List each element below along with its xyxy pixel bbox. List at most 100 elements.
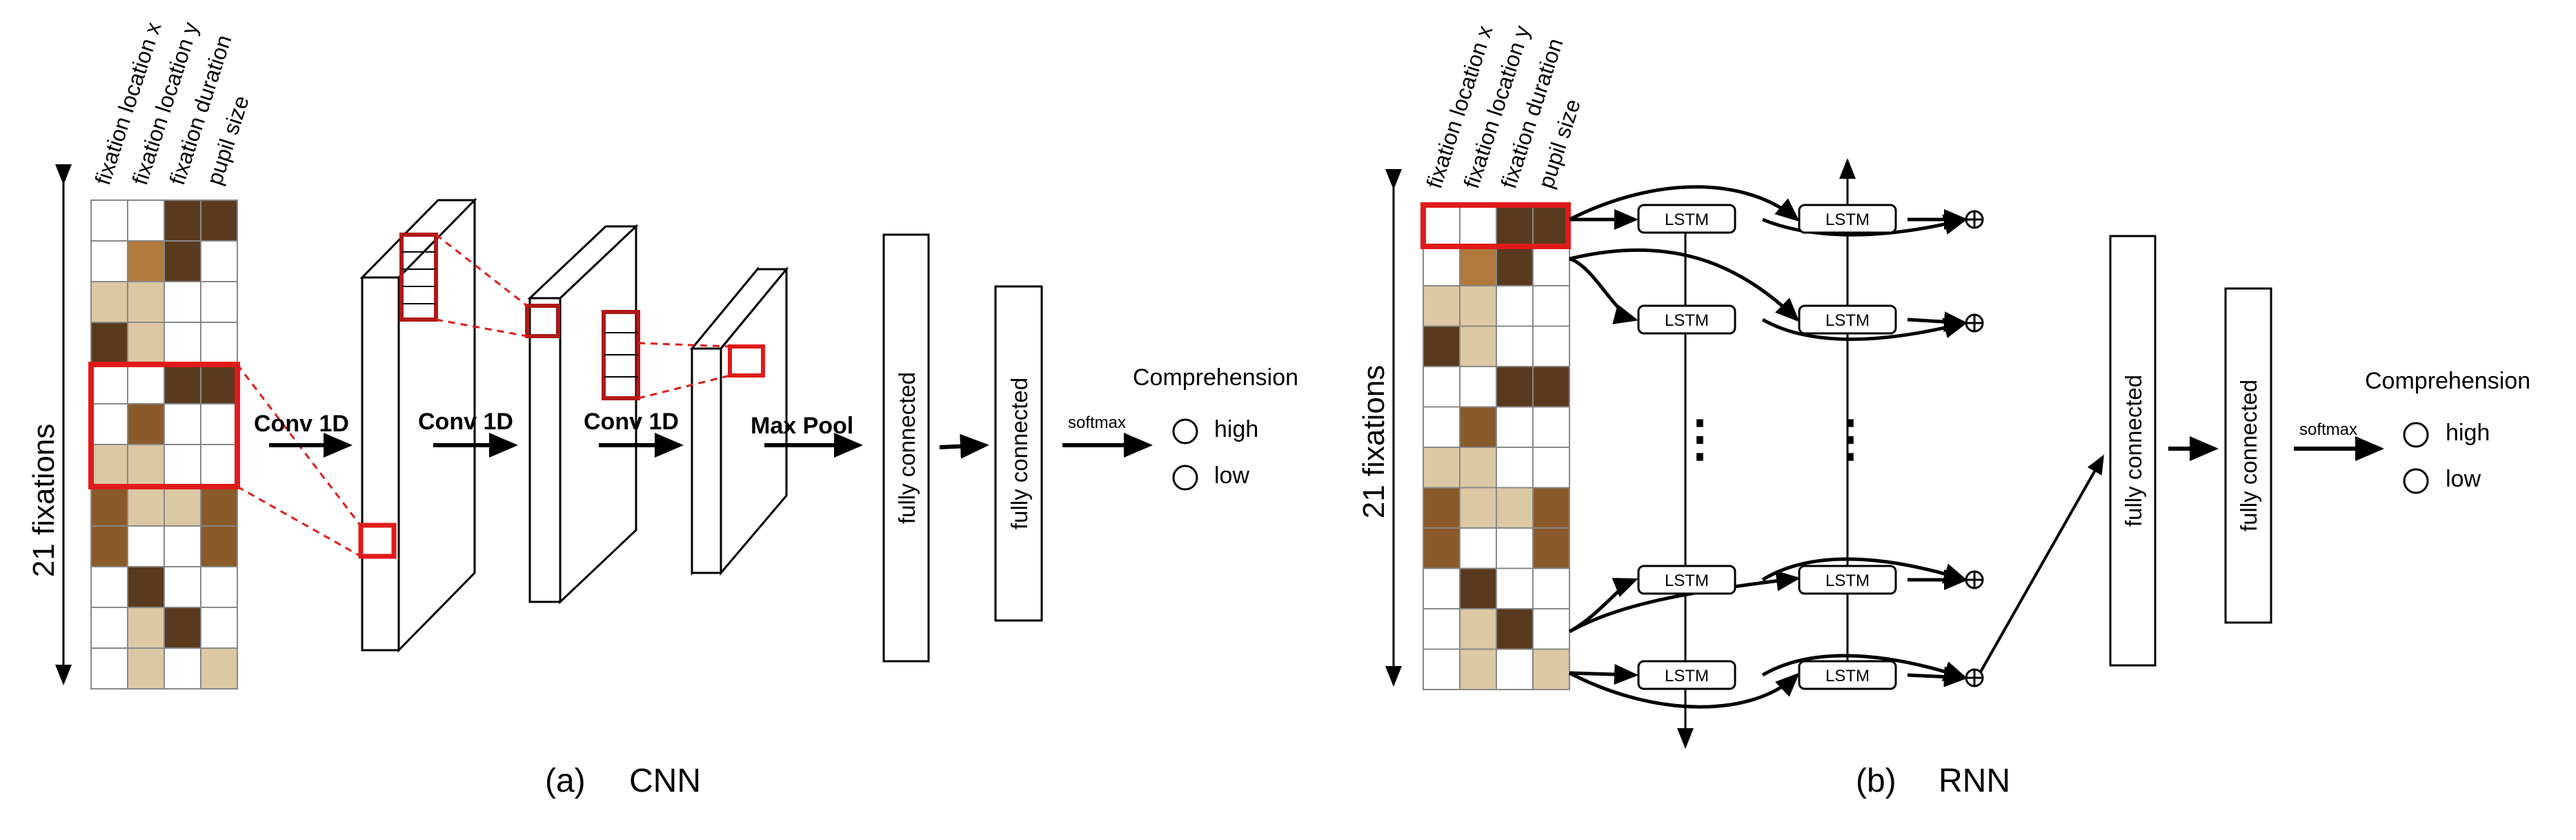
grid-cell (164, 199, 201, 242)
grid-cell (1459, 447, 1497, 489)
grid-cell (90, 322, 128, 364)
grid-cell (1423, 204, 1460, 246)
grid-cell (1496, 366, 1534, 408)
rnn-output-high-radio (2403, 422, 2429, 448)
cnn-feature-headers: fixation location x fixation location y … (90, 19, 253, 188)
cnn-output-title: Comprehension (1133, 364, 1298, 391)
lstm-cell-label: LSTM (1665, 311, 1709, 330)
grid-cell (1532, 285, 1570, 327)
grid-cell (164, 485, 201, 527)
grid-cell (164, 566, 201, 608)
grid-cell (1459, 366, 1497, 408)
cnn-fc-box-1 (882, 233, 930, 663)
cnn-conv-layer-1 (358, 197, 477, 653)
grid-cell (1423, 487, 1460, 529)
grid-cell (90, 362, 128, 404)
cnn-softmax-label: softmax (1068, 413, 1126, 432)
lstm-cell (1637, 660, 1736, 690)
grid-cell (164, 240, 201, 282)
lstm-cell-label: LSTM (1665, 211, 1709, 229)
grid-cell (90, 525, 128, 567)
grid-cell (1459, 406, 1497, 448)
rnn-fc-label-2: fully connected (2236, 380, 2261, 531)
grid-cell (127, 607, 165, 649)
lstm-cell-label: LSTM (1825, 667, 1870, 685)
rnn-caption-letter: (b) (1856, 763, 1896, 799)
grid-cell (200, 281, 238, 323)
grid-cell (90, 566, 128, 608)
grid-cell (1532, 648, 1570, 690)
cnn-output-high: high (1214, 416, 1258, 442)
rnn-fc-label-1: fully connected (2121, 375, 2146, 527)
lstm-cell (1637, 304, 1736, 335)
grid-cell (1496, 648, 1534, 690)
rnn-to-fc-arrow (1979, 454, 2104, 674)
grid-cell (1459, 527, 1497, 569)
lstm-cell (1637, 565, 1736, 595)
grid-cell (1459, 325, 1497, 367)
grid-cell (90, 444, 128, 486)
grid-cell (1496, 204, 1534, 246)
grid-cell (1496, 567, 1534, 609)
grid-cell (127, 566, 165, 608)
grid-cell (1459, 567, 1497, 609)
cnn-step-conv1: Conv 1D (254, 411, 349, 437)
cnn-output-low: low (1214, 462, 1249, 489)
rnn-fixations-label: 21 fixations (1357, 365, 1391, 519)
lstm-cell (1798, 304, 1897, 335)
cnn-output-high-radio (1172, 418, 1198, 445)
cnn-step-conv3: Conv 1D (584, 409, 679, 435)
rnn-sum-nodes (1965, 210, 1984, 687)
lstm-cell (1798, 565, 1897, 595)
rnn-ellipsis-1: ⋮ (1675, 411, 1725, 467)
grid-cell (1496, 244, 1534, 286)
grid-cell (1496, 406, 1534, 448)
lstm-cell-label: LSTM (1825, 211, 1870, 229)
grid-cell (1423, 406, 1460, 448)
cnn-conv-layer-3 (602, 266, 789, 576)
grid-cell (127, 240, 165, 282)
grid-cell (1532, 487, 1570, 529)
grid-cell (1423, 244, 1460, 286)
grid-cell (1459, 244, 1497, 286)
cnn-highlight-window (88, 362, 240, 489)
rnn-highlight-row (1420, 202, 1571, 249)
rnn-lstm-col-1: LSTM LSTM LSTM LSTM (1637, 204, 1736, 690)
grid-cell (1532, 406, 1570, 448)
cnn-step-conv2: Conv 1D (418, 409, 513, 435)
grid-cell (127, 322, 165, 364)
grid-cell (164, 403, 201, 445)
grid-cell (1423, 608, 1460, 650)
grid-cell (1532, 244, 1570, 286)
grid-cell (127, 362, 165, 404)
grid-cell (200, 199, 238, 242)
grid-cell (90, 281, 128, 323)
cnn-projection-bottom (237, 485, 361, 558)
grid-cell (200, 607, 238, 649)
grid-cell (127, 647, 165, 690)
cnn-input-grid (90, 199, 238, 690)
rnn-caption-name: RNN (1939, 763, 2010, 799)
panel-cnn: fixation location x fixation location y … (27, 19, 1298, 799)
rnn-input-grid (1423, 204, 1570, 690)
grid-cell (90, 240, 128, 282)
grid-cell (90, 403, 128, 445)
grid-cell (127, 485, 165, 527)
lstm-cell (1798, 204, 1897, 234)
cnn-fc-label-1: fully connected (894, 372, 920, 524)
grid-cell (164, 647, 201, 690)
lstm-cell-label: LSTM (1665, 572, 1709, 590)
grid-cell (127, 281, 165, 323)
grid-cell (164, 322, 201, 364)
grid-cell (1532, 204, 1570, 246)
cnn-output-low-radio (1172, 465, 1198, 491)
grid-cell (200, 322, 238, 364)
lstm-cell-label: LSTM (1665, 667, 1709, 685)
cnn-step-maxpool: Max Pool (751, 413, 853, 439)
grid-cell (1532, 608, 1570, 650)
rnn-feature-headers: fixation location x fixation location y … (1421, 23, 1585, 192)
rnn-softmax-label: softmax (2299, 420, 2357, 439)
grid-cell (1459, 285, 1497, 327)
rnn-connections (1568, 185, 1968, 709)
lstm-cell (1798, 660, 1897, 690)
